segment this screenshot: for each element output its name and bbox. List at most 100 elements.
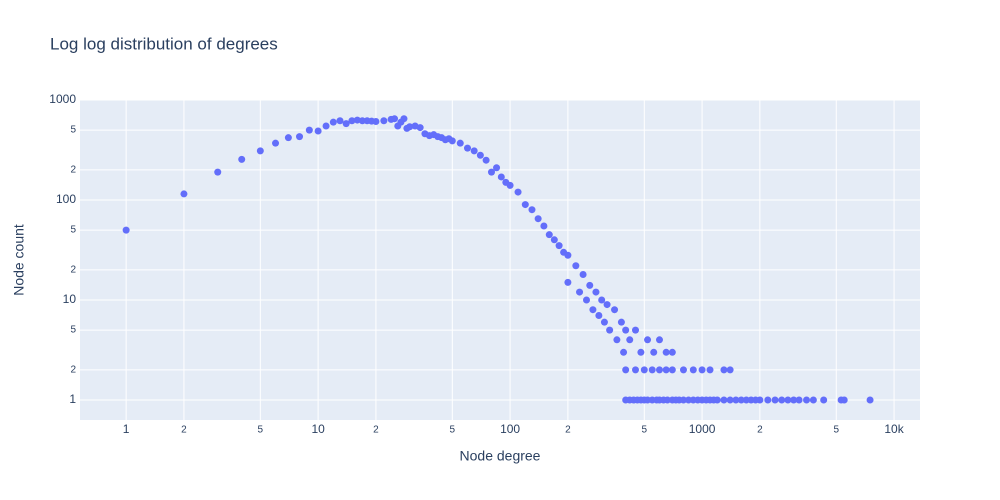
data-point [497,173,505,181]
data-point [329,118,337,126]
data-point [726,396,734,404]
data-point [336,117,344,125]
data-point [790,396,798,404]
data-point [689,366,697,374]
data-point [521,201,529,209]
y-tick-label: 2 [70,365,76,376]
data-point [180,190,188,198]
x-tick-label: 1000 [689,422,716,436]
y-tick-label: 2 [70,165,76,176]
data-point [400,115,408,123]
y-tick-label: 2 [70,265,76,276]
data-point [600,318,608,326]
data-point [632,326,640,334]
data-point [391,115,399,123]
x-tick-label: 2 [373,425,379,436]
data-point [764,396,772,404]
data-point [795,396,803,404]
data-point [545,231,553,239]
data-point [720,396,728,404]
data-point [617,318,625,326]
x-tick-label: 5 [450,425,456,436]
data-point [322,122,330,130]
x-axis-title: Node degree [460,448,541,464]
x-tick-label: 1 [123,422,130,436]
data-point [613,336,621,344]
data-point [644,336,652,344]
y-tick-label: 10 [63,292,77,306]
data-point [784,396,792,404]
data-point [448,137,456,145]
data-point [632,366,640,374]
data-point [256,147,264,155]
data-point [482,156,490,164]
x-tick-label: 10 [311,422,325,436]
data-point [662,366,670,374]
x-tick-label: 5 [833,425,839,436]
y-tick-label: 1 [69,392,76,406]
data-point [637,348,645,356]
data-point [305,126,313,134]
data-point [640,366,648,374]
data-point [626,336,634,344]
data-point [840,396,848,404]
data-point [598,296,606,304]
data-point [564,251,572,259]
data-point [342,120,350,128]
data-point [706,366,714,374]
data-point [416,124,424,132]
data-point [555,242,563,250]
data-point [809,396,817,404]
data-point [214,168,222,176]
data-point [550,236,558,244]
x-tick-label: 2 [565,425,571,436]
y-tick-label: 5 [70,325,76,336]
data-point [650,348,658,356]
data-point [655,336,663,344]
plot-area [80,100,920,420]
data-point [663,396,671,404]
y-tick-label: 1000 [49,92,76,106]
data-point [272,139,280,147]
data-point [514,188,522,196]
data-point [348,117,356,125]
data-point [579,270,587,278]
data-point [564,278,572,286]
data-point [679,396,687,404]
data-point [778,396,786,404]
data-point [456,139,464,147]
data-point [662,348,670,356]
data-point [668,366,676,374]
data-point [534,215,542,223]
data-point [487,168,495,176]
data-point [679,366,687,374]
data-point [572,262,580,270]
data-point [756,396,764,404]
x-tick-label: 10k [884,422,904,436]
data-point [713,396,721,404]
data-point [603,301,611,309]
y-axis-title: Node count [11,224,27,296]
data-point [698,366,706,374]
data-point [648,366,656,374]
data-point [866,396,874,404]
data-point [464,144,472,152]
chart-title: Log log distribution of degrees [50,34,278,53]
data-point [238,155,246,163]
data-point [820,396,828,404]
x-tick-label: 2 [181,425,187,436]
data-point [470,147,478,155]
data-point [726,366,734,374]
data-point [803,396,811,404]
data-point [372,117,380,125]
data-point [493,164,501,172]
data-point [622,366,630,374]
data-point [476,151,484,159]
data-point [314,127,322,135]
y-tick-label: 5 [70,225,76,236]
x-tick-label: 2 [757,425,763,436]
data-point [611,306,619,314]
data-point [406,123,414,131]
data-point [771,396,779,404]
data-point [296,133,304,141]
